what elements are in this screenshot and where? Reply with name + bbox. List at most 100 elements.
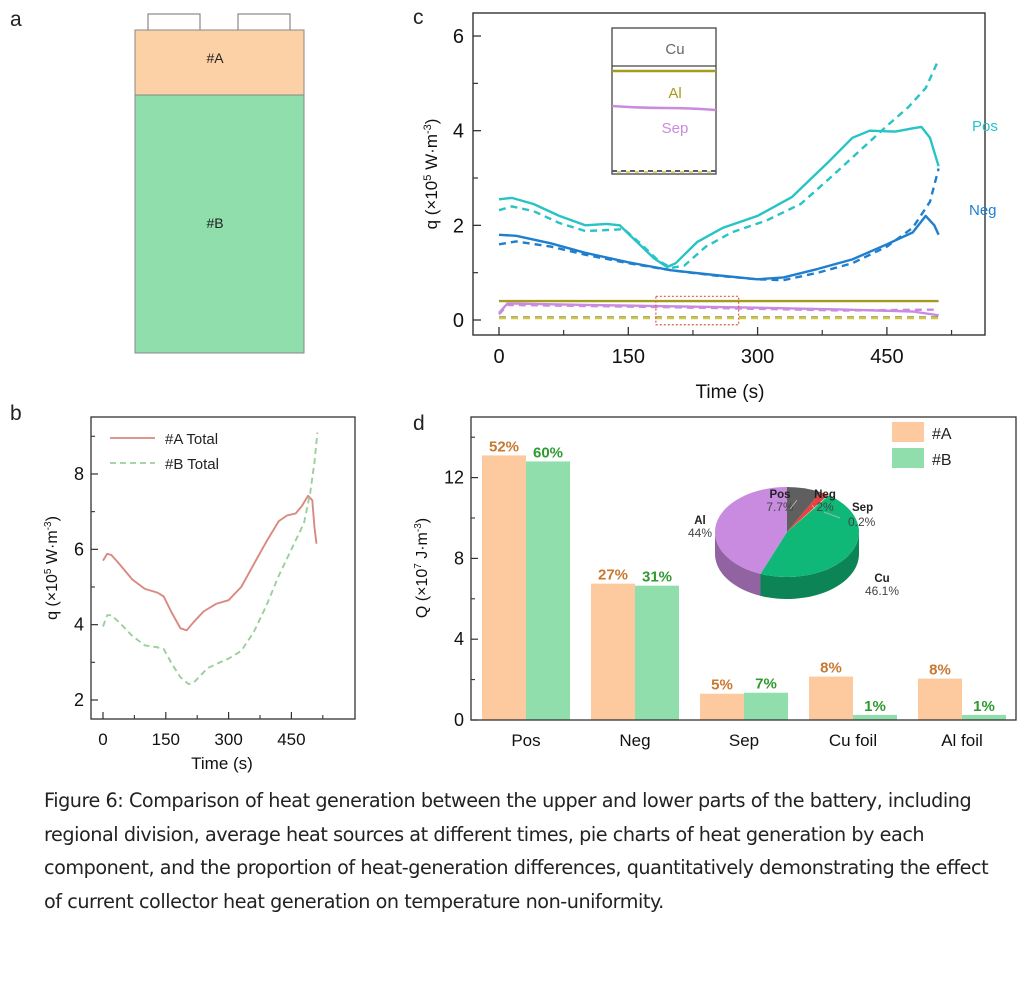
bar-cu-foil-b xyxy=(853,714,897,720)
legend-b-label: #B xyxy=(932,452,952,469)
legend-a-label: #A xyxy=(932,426,952,443)
x-category-label: Pos xyxy=(511,731,540,750)
panel-b-frame xyxy=(90,416,356,720)
figure-6: a #A #B c 0 2 4 6 0 150 300 450 Cu Al Sep Pos N… xyxy=(10,6,1017,773)
bar-sep-a xyxy=(700,693,744,720)
panel-label-b: b xyxy=(10,402,22,425)
x-category-label: Al foil xyxy=(941,731,983,750)
x-category-label: Sep xyxy=(729,731,759,750)
pie-value-al: 44% xyxy=(688,526,712,540)
inset-label-al: Al xyxy=(668,85,681,102)
panel-b-series xyxy=(102,432,319,686)
pie-value-cu: 46.1% xyxy=(865,584,899,598)
panel-d-legend: #A #B xyxy=(892,422,952,469)
series-line-pos-b xyxy=(498,59,940,270)
series-line-neg-b xyxy=(498,168,940,282)
pie-slice-al xyxy=(714,487,787,574)
pie-name-al: Al xyxy=(694,515,706,527)
y-tick-label: 2 xyxy=(453,215,464,237)
pie-slice-neg xyxy=(787,492,829,532)
panel-label-a: a xyxy=(10,8,22,31)
legend-b-total-label: #B Total xyxy=(165,456,219,473)
x-tick-label: 0 xyxy=(493,346,504,368)
pie-name-pos: Pos xyxy=(769,489,790,501)
x-tick-label: 450 xyxy=(277,730,305,749)
pie-leader-neg xyxy=(811,504,816,510)
series-line-a-total xyxy=(102,494,318,632)
inset-label-cu: Cu xyxy=(665,41,684,58)
y-tick-label: 0 xyxy=(453,310,464,332)
zoom-highlight-box xyxy=(655,295,740,326)
y-tick-label: 4 xyxy=(453,121,464,143)
panel-c-axes: 0 2 4 6 0 150 300 450 xyxy=(453,26,953,368)
pie-value-neg: 2% xyxy=(816,500,834,514)
panel-b-legend: #A Total #B Total xyxy=(110,431,219,473)
series-line-b-total xyxy=(102,432,319,686)
bar-label-al-foil-b: 1% xyxy=(973,698,995,715)
pie-side-al xyxy=(715,532,761,596)
bar-cu-foil-a xyxy=(809,676,853,720)
panel-c-ylabel: q (×105 W·m-3) xyxy=(422,119,441,230)
panel-b: b 2 4 6 8 0 150 300 450 #A Total #B Total Time … xyxy=(10,402,356,773)
pie-value-pos: 7.7% xyxy=(766,500,794,514)
inset-frame xyxy=(611,27,717,175)
bar-neg-b xyxy=(635,585,679,720)
panel-a: a #A #B xyxy=(10,8,305,354)
legend-b-swatch xyxy=(892,448,924,468)
panel-b-ylabel: q (×105 W·m-3) xyxy=(43,516,61,620)
x-tick-label: 300 xyxy=(214,730,242,749)
panel-c-frame xyxy=(472,12,986,336)
pie-leader-pos xyxy=(789,499,798,510)
series-line-pos-a xyxy=(498,125,940,269)
bar-label-cu-foil-a: 8% xyxy=(820,660,842,677)
panel-label-d: d xyxy=(413,412,425,435)
bar-label-cu-foil-b: 1% xyxy=(864,698,886,715)
y-tick-label: 12 xyxy=(444,468,464,488)
region-b-label: #B xyxy=(206,215,223,231)
y-tick-label: 4 xyxy=(454,629,464,649)
bar-neg-a xyxy=(591,583,635,720)
bar-pos-a xyxy=(482,455,526,720)
bar-label-neg-b: 31% xyxy=(642,569,672,586)
x-tick-label: 150 xyxy=(612,346,645,368)
battery-tab-left xyxy=(147,13,201,32)
pie-name-cu: Cu xyxy=(874,573,889,585)
x-category-label: Cu foil xyxy=(829,731,877,750)
panel-d-bars: 52% 60% Pos 27% 31% Neg 5% 7% Sep 8% 1% Cu foil 8% 1%… xyxy=(482,438,1006,750)
panel-b-xlabel: Time (s) xyxy=(191,754,253,773)
y-tick-label: 2 xyxy=(74,690,84,710)
bar-pos-b xyxy=(526,461,570,720)
bar-label-sep-b: 7% xyxy=(755,676,777,693)
x-tick-label: 450 xyxy=(870,346,903,368)
panel-d-frame xyxy=(470,416,1017,721)
line-label-neg: Neg xyxy=(969,202,997,219)
pie-value-sep: 0.2% xyxy=(848,515,876,529)
y-tick-label: 6 xyxy=(74,539,84,559)
panel-d-ylabel: Q (×107 J·m-3) xyxy=(413,518,431,618)
legend-a-total-label: #A Total xyxy=(165,431,218,448)
panel-label-c: c xyxy=(413,6,424,29)
region-b xyxy=(134,94,305,354)
figure-caption: Figure 6: Comparison of heat generation … xyxy=(44,789,989,913)
inset-label-sep: Sep xyxy=(662,120,689,137)
bar-sep-b xyxy=(744,692,788,720)
bar-label-pos-b: 60% xyxy=(533,444,563,461)
panel-d: d 52% 60% Pos 27% 31% Neg 5% 7% Sep 8% 1% Cu foil 8%… xyxy=(413,412,1017,750)
legend-a-swatch xyxy=(892,422,924,442)
y-tick-label: 8 xyxy=(74,464,84,484)
x-category-label: Neg xyxy=(619,731,650,750)
bar-label-pos-a: 52% xyxy=(489,438,519,455)
x-tick-label: 300 xyxy=(741,346,774,368)
region-a xyxy=(134,29,305,96)
panel-b-axes: 2 4 6 8 0 150 300 450 xyxy=(74,435,324,749)
pie-name-neg: Neg xyxy=(814,489,836,501)
pie-side-cu xyxy=(760,532,859,600)
y-tick-label: 0 xyxy=(454,710,464,730)
y-tick-label: 4 xyxy=(74,615,84,635)
series-line-neg-a xyxy=(498,214,940,281)
y-tick-label: 6 xyxy=(453,26,464,48)
region-a-label: #A xyxy=(206,50,224,66)
pie-slice-pos xyxy=(787,486,821,532)
x-tick-label: 0 xyxy=(98,730,107,749)
